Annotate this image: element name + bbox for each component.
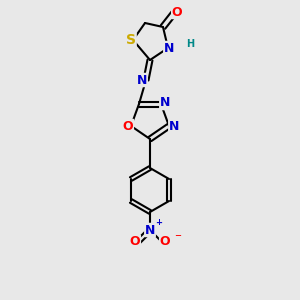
Text: O: O xyxy=(160,236,170,248)
Text: O: O xyxy=(123,119,133,133)
Text: N: N xyxy=(145,224,155,236)
Text: N: N xyxy=(160,97,170,110)
Text: N: N xyxy=(137,74,147,86)
Text: O: O xyxy=(172,5,182,19)
Text: +: + xyxy=(155,218,163,227)
Text: S: S xyxy=(126,33,136,47)
Text: O: O xyxy=(130,236,140,248)
Text: N: N xyxy=(164,41,174,55)
Text: H: H xyxy=(186,39,194,49)
Text: −: − xyxy=(175,232,182,241)
Text: N: N xyxy=(169,119,179,133)
